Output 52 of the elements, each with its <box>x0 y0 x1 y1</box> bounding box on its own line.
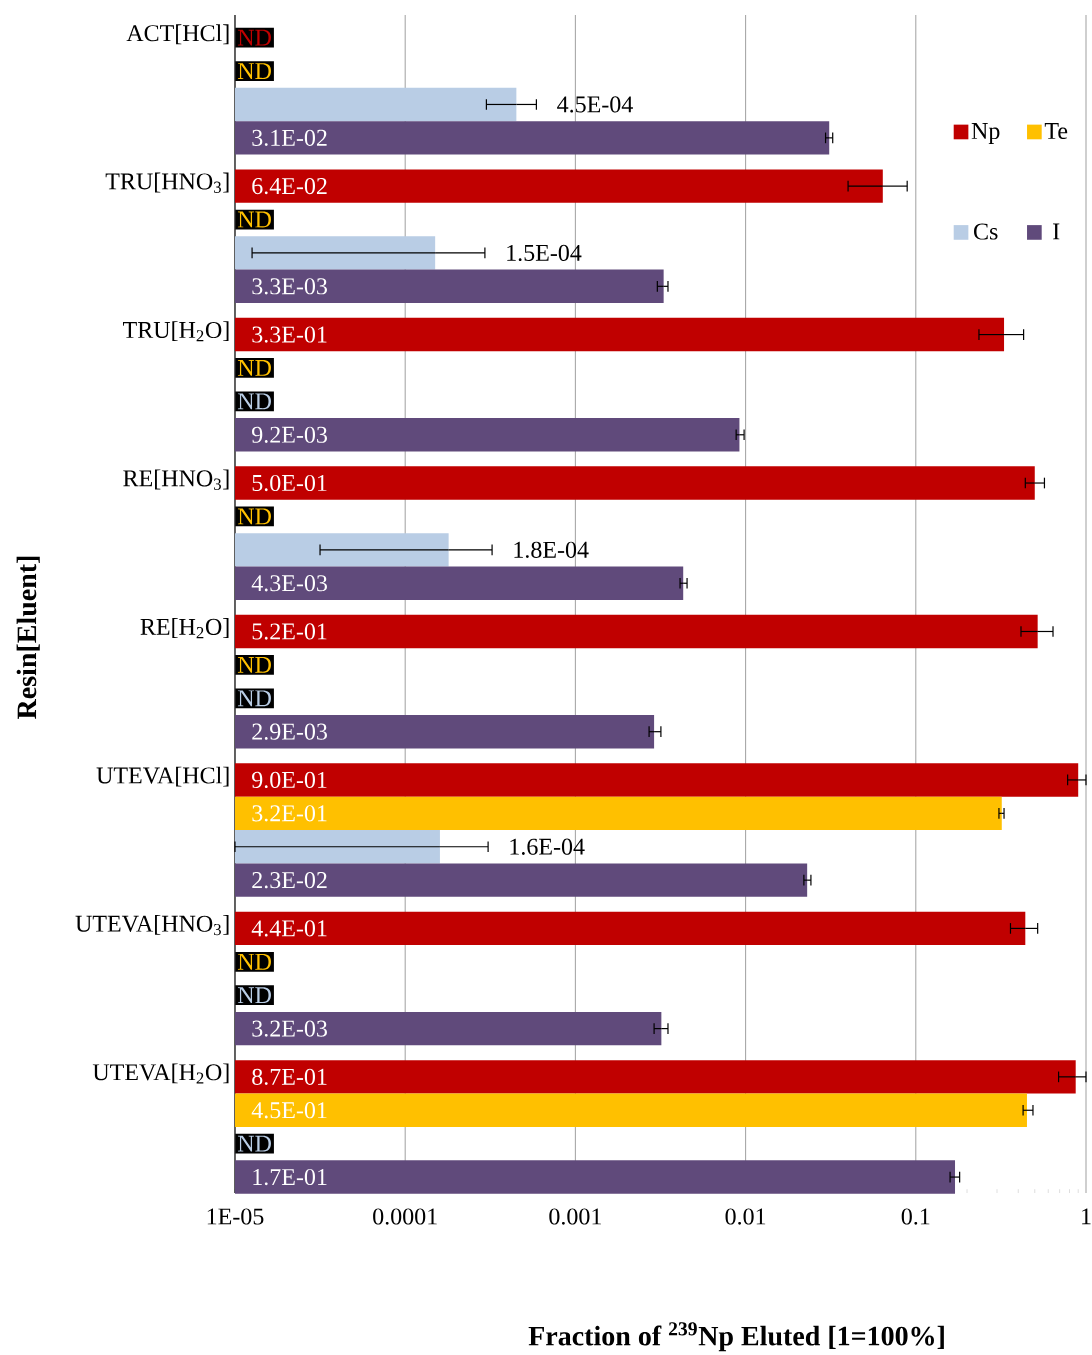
data-label: 1.6E-04 <box>510 838 585 855</box>
text: ND <box>237 657 271 673</box>
data-label: 8.7E-01 <box>252 1068 327 1086</box>
y-tick-label: UTEVA[H$_{2}$O] <box>92 1063 229 1084</box>
data-label: 3.1E-02 <box>252 129 327 147</box>
x-tick-label: 0.001 <box>549 1208 601 1225</box>
data-label: 5.0E-01 <box>252 474 327 492</box>
data-label: 4.5E-04 <box>557 96 633 113</box>
x-tick-label: 1E-05 <box>207 1208 264 1225</box>
data-label: 3.3E-01 <box>252 326 327 343</box>
y-tick-label: RE[HNO$_{3}$] <box>123 469 229 490</box>
text: Fraction of $^{239}$Np Eluted [1=100%] <box>528 1322 944 1352</box>
text: ND <box>237 360 271 376</box>
data-label: 9.2E-03 <box>252 426 327 443</box>
text: ND <box>237 393 271 410</box>
data-label: 2.9E-03 <box>252 723 327 740</box>
data-label: 3.2E-01 <box>252 805 327 822</box>
data-label: 1.8E-04 <box>514 541 589 558</box>
legend-label: Np <box>971 123 1000 144</box>
text: ND <box>237 1135 271 1152</box>
y-tick-label: ACT[HCl] <box>126 24 229 45</box>
y-tick-label: UTEVA[HNO$_{3}$] <box>75 914 229 936</box>
text: ND <box>237 29 271 46</box>
data-label: 1.5E-04 <box>507 244 582 262</box>
legend-label: I <box>1053 223 1060 240</box>
data-label: 4.4E-01 <box>251 920 327 937</box>
y-tick-label: TRU[H$_{2}$O] <box>123 321 229 342</box>
data-label: 1.7E-01 <box>253 1168 327 1186</box>
data-label: 5.2E-01 <box>252 623 327 640</box>
x-tick-label: 0.01 <box>725 1208 766 1225</box>
data-label: 4.3E-03 <box>251 575 327 592</box>
text: ND <box>237 508 271 525</box>
data-label: 3.2E-03 <box>252 1020 327 1037</box>
data-label: 2.3E-02 <box>252 872 327 889</box>
data-label: 9.0E-01 <box>252 771 327 789</box>
data-label: 3.3E-03 <box>252 278 327 295</box>
y-tick-label: RE[H$_{2}$O] <box>140 618 229 639</box>
x-tick-label: 1 <box>1082 1208 1091 1225</box>
text: ND <box>237 211 271 228</box>
y-tick-label: TRU[HNO$_{3}$] <box>105 172 229 193</box>
data-label: 6.4E-02 <box>252 177 327 195</box>
data-label: 4.5E-01 <box>251 1102 327 1119</box>
legend-label: Cs <box>974 223 998 240</box>
text: ND <box>237 953 271 970</box>
text: ND <box>237 63 271 79</box>
y-axis-title: Resin[Eluent] <box>16 556 40 719</box>
legend-label: Te <box>1044 123 1068 140</box>
x-tick-label: 0.0001 <box>373 1208 437 1225</box>
y-tick-label: UTEVA[HCl] <box>96 766 229 787</box>
text: ND <box>237 690 271 707</box>
text: ND <box>237 987 271 1004</box>
x-tick-label: 0.1 <box>901 1208 930 1225</box>
